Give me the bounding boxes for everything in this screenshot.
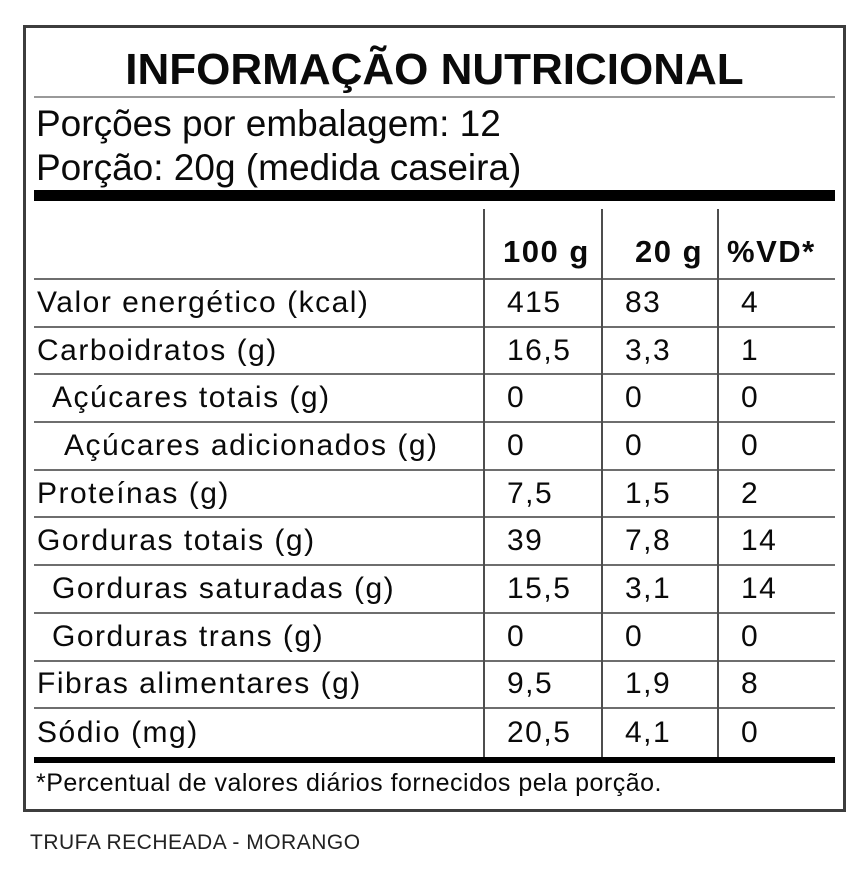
value-per-100g: 39 <box>507 524 544 558</box>
value-per-20g: 0 <box>625 428 644 462</box>
nutrient-label: Gorduras totais (g) <box>37 524 316 558</box>
value-per-20g: 3,1 <box>625 571 672 605</box>
nutrient-row: Gorduras trans (g) 0 0 0 <box>34 614 835 662</box>
value-per-20g: 4,1 <box>625 716 672 750</box>
thick-bar-bottom <box>34 757 835 763</box>
nutrient-label: Valor energético (kcal) <box>37 285 370 319</box>
value-per-20g: 0 <box>625 619 644 653</box>
nutrition-title: INFORMAÇÃO NUTRICIONAL <box>125 45 744 94</box>
nutrient-label: Sódio (mg) <box>37 716 199 750</box>
column-divider-3 <box>717 209 719 757</box>
nutrient-row: Gorduras saturadas (g) 15,5 3,1 14 <box>34 566 835 614</box>
value-daily-percent: 4 <box>741 285 760 319</box>
product-name: TRUFA RECHEADA - MORANGO <box>30 831 361 854</box>
serving-size: Porção: 20g (medida caseira) <box>36 147 522 188</box>
nutrient-row: Açúcares totais (g) 0 0 0 <box>34 375 835 424</box>
nutrient-label: Proteínas (g) <box>37 476 230 510</box>
nutrient-label: Açúcares totais (g) <box>52 381 331 415</box>
nutrition-facts-box: INFORMAÇÃO NUTRICIONAL Porções por embal… <box>23 25 846 812</box>
nutrient-label: Fibras alimentares (g) <box>37 667 362 701</box>
value-per-100g: 9,5 <box>507 667 554 701</box>
title-divider-line <box>34 96 835 98</box>
value-per-100g: 15,5 <box>507 571 572 605</box>
nutrient-row: Açúcares adicionados (g) 0 0 0 <box>34 423 835 471</box>
nutrient-row: Fibras alimentares (g) 9,5 1,9 8 <box>34 662 835 710</box>
value-per-100g: 16,5 <box>507 333 572 367</box>
column-divider-1 <box>483 209 485 757</box>
value-per-20g: 1,5 <box>625 476 672 510</box>
value-daily-percent: 0 <box>741 619 760 653</box>
nutrient-row: Gorduras totais (g) 39 7,8 14 <box>34 518 835 567</box>
value-per-100g: 7,5 <box>507 476 554 510</box>
column-divider-2 <box>601 209 603 757</box>
value-per-20g: 7,8 <box>625 524 672 558</box>
nutrient-row: Sódio (mg) 20,5 4,1 0 <box>34 709 835 757</box>
column-header-20g: 20 g <box>635 234 704 269</box>
value-per-100g: 0 <box>507 381 526 415</box>
value-daily-percent: 14 <box>741 571 778 605</box>
value-daily-percent: 0 <box>741 381 760 415</box>
nutrient-row: Proteínas (g) 7,5 1,5 2 <box>34 471 835 519</box>
nutrient-label: Gorduras trans (g) <box>52 619 325 653</box>
servings-per-package: Porções por embalagem: 12 <box>36 103 501 144</box>
column-header-vd: %VD* <box>727 234 816 269</box>
value-per-20g: 83 <box>625 285 662 319</box>
value-daily-percent: 1 <box>741 333 760 367</box>
nutrient-label: Carboidratos (g) <box>37 333 278 367</box>
nutrient-label: Açúcares adicionados (g) <box>64 428 439 462</box>
nutrient-row: Valor energético (kcal) 415 83 4 <box>34 280 835 328</box>
value-daily-percent: 8 <box>741 667 760 701</box>
serving-info: Porções por embalagem: 12 Porção: 20g (m… <box>36 102 833 190</box>
value-per-20g: 3,3 <box>625 333 672 367</box>
table-header-row: 100 g 20 g %VD* <box>34 201 835 280</box>
value-per-20g: 1,9 <box>625 667 672 701</box>
header-spacer <box>34 270 483 278</box>
value-per-100g: 415 <box>507 285 562 319</box>
value-daily-percent: 0 <box>741 428 760 462</box>
nutrition-table: 100 g 20 g %VD* Valor energético (kcal) … <box>34 201 835 757</box>
value-per-20g: 0 <box>625 381 644 415</box>
value-per-100g: 20,5 <box>507 716 572 750</box>
nutrient-label: Gorduras saturadas (g) <box>52 571 396 605</box>
value-daily-percent: 2 <box>741 476 760 510</box>
value-daily-percent: 0 <box>741 716 760 750</box>
value-daily-percent: 14 <box>741 524 778 558</box>
nutrient-row: Carboidratos (g) 16,5 3,3 1 <box>34 328 835 376</box>
thick-bar-top <box>34 190 835 201</box>
column-header-100g: 100 g <box>503 234 590 269</box>
daily-value-footnote: *Percentual de valores diários fornecido… <box>36 769 662 797</box>
value-per-100g: 0 <box>507 619 526 653</box>
value-per-100g: 0 <box>507 428 526 462</box>
